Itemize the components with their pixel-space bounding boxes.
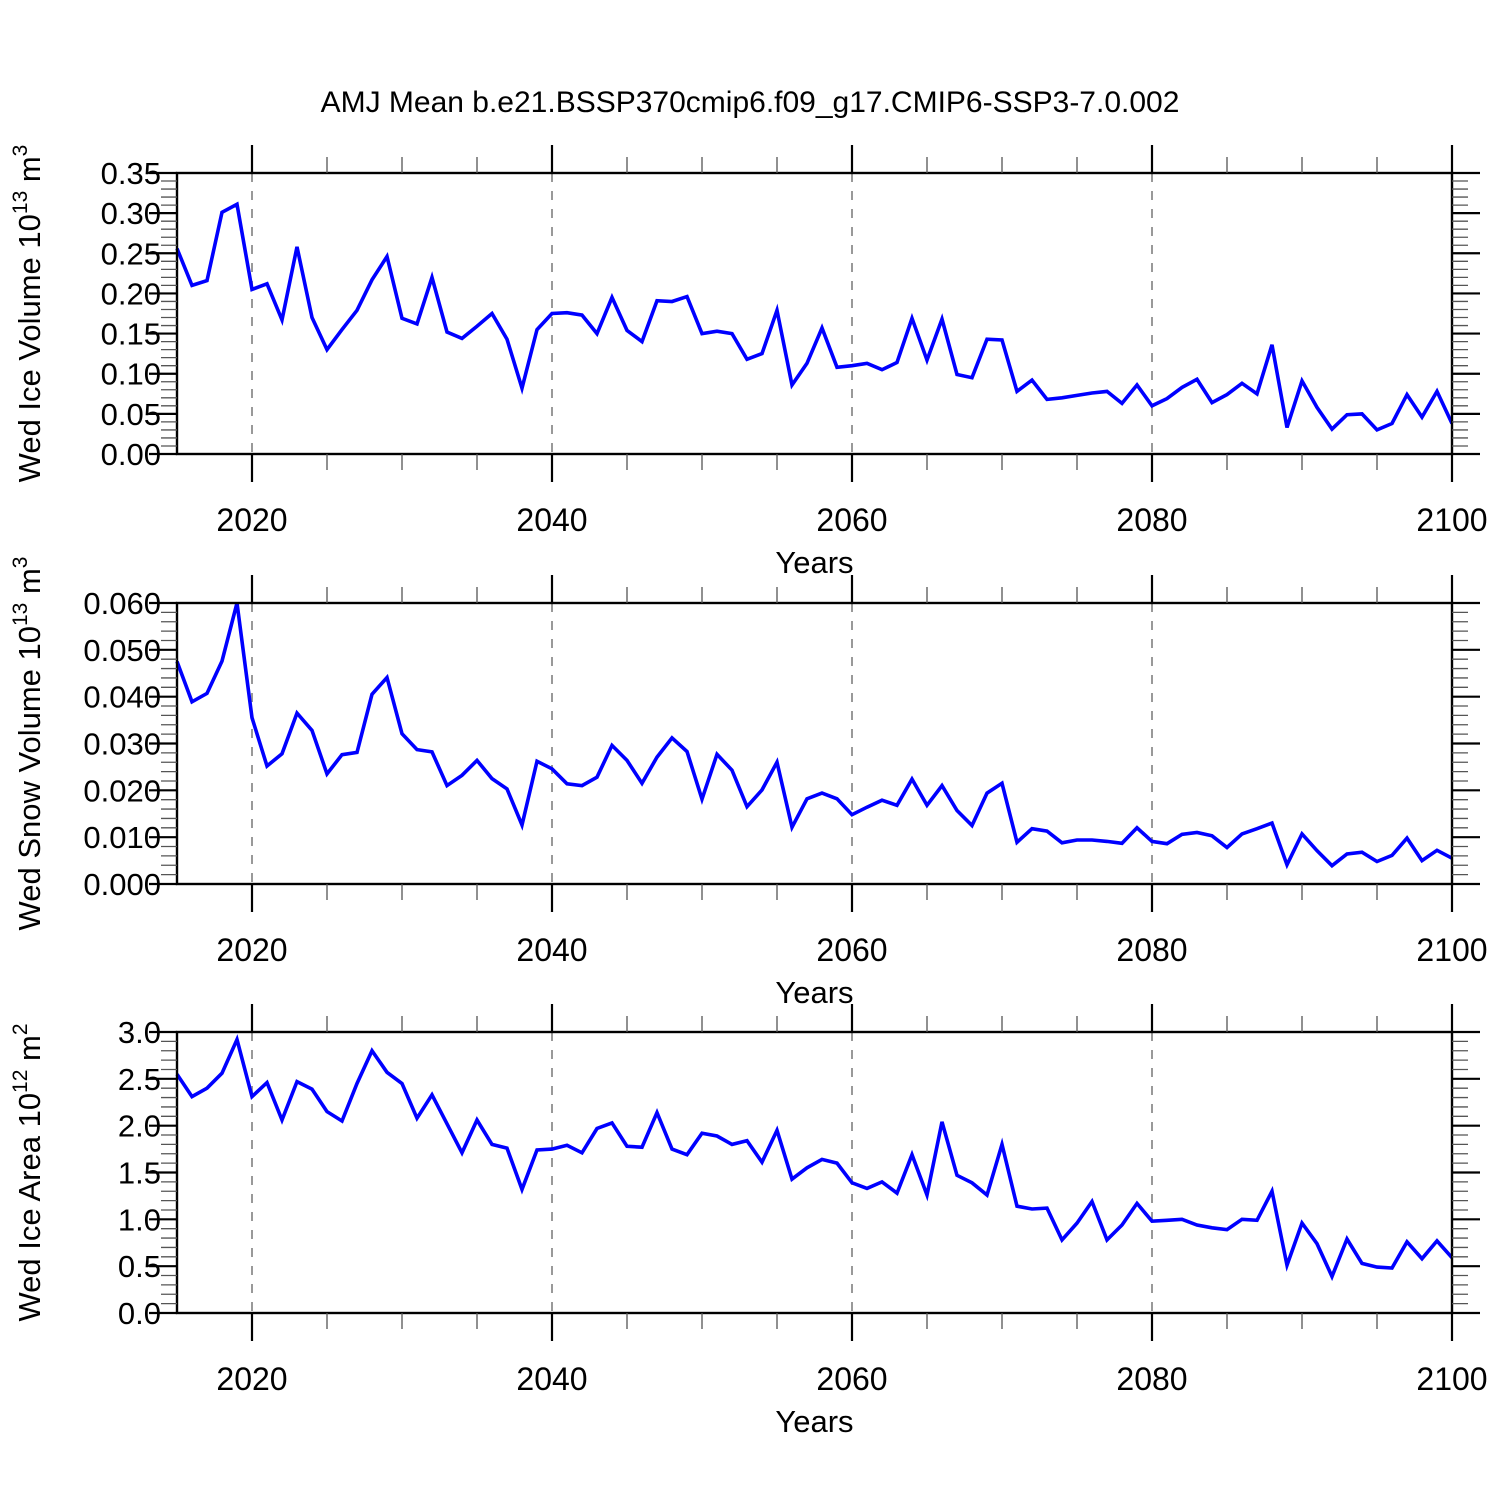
x-axis-title: Years [775, 545, 853, 580]
x-tick-label: 2040 [516, 502, 587, 538]
y-tick-label: 0.05 [101, 397, 161, 432]
y-axis-title: Wed Ice Volume 1013 m3 [9, 145, 47, 483]
y-tick-label: 0.35 [101, 156, 161, 191]
y-tick-label: 0.060 [83, 586, 161, 621]
panel-snow-volume: 2020 2040 2060 2080 2100 Years 0.000 0.010 0.020… [9, 557, 1488, 1010]
panel-ice-area: 2020 2040 2060 2080 2100 Years 0.0 0.5 1.0 1.5 2.0… [9, 1004, 1488, 1439]
x-tick-label: 2100 [1416, 1361, 1487, 1397]
chart-panels: 2020 2040 2060 2080 2100 Years 0.00 0.05 0.10 0.1… [9, 145, 1488, 1439]
y-tick-label: 0.050 [83, 633, 161, 668]
y-tick-label: 0.020 [83, 773, 161, 808]
x-tick-label: 2080 [1116, 1361, 1187, 1397]
major-ticks [149, 145, 1480, 482]
y-tick-label: 0.10 [101, 357, 161, 392]
x-tick-label: 2100 [1416, 502, 1487, 538]
y-tick-label: 1.5 [118, 1156, 161, 1191]
x-tick-label: 2020 [216, 502, 287, 538]
y-axis-title: Wed Ice Area 1012 m2 [9, 1023, 47, 1321]
minor-ticks [161, 157, 1468, 470]
y-tick-label: 2.5 [118, 1062, 161, 1097]
y-tick-label: 1.0 [118, 1202, 161, 1237]
x-tick-label: 2060 [816, 1361, 887, 1397]
y-tick-label: 0.30 [101, 196, 161, 231]
y-tick-label: 0.000 [83, 867, 161, 902]
x-tick-label: 2060 [816, 932, 887, 968]
y-tick-label: 0.030 [83, 727, 161, 762]
y-tick-label: 2.0 [118, 1109, 161, 1144]
y-tick-label: 0.5 [118, 1249, 161, 1284]
minor-ticks [161, 1016, 1468, 1329]
y-axis-title: Wed Snow Volume 1013 m3 [9, 557, 47, 931]
x-tick-label: 2100 [1416, 932, 1487, 968]
x-tick-label: 2080 [1116, 932, 1187, 968]
y-tick-label: 0.25 [101, 236, 161, 271]
y-tick-label: 0.00 [101, 437, 161, 472]
major-ticks [149, 1004, 1480, 1341]
panel-ice-volume: 2020 2040 2060 2080 2100 Years 0.00 0.05 0.10 0.1… [9, 145, 1488, 580]
y-tick-label: 0.15 [101, 317, 161, 352]
y-tick-label: 0.20 [101, 276, 161, 311]
chart-title: AMJ Mean b.e21.BSSP370cmip6.f09_g17.CMIP… [321, 86, 1180, 119]
ice-area-data-line [175, 1034, 1454, 1282]
y-tick-label: 0.040 [83, 680, 161, 715]
minor-ticks [161, 587, 1468, 900]
y-tick-label: 0.0 [118, 1296, 161, 1331]
x-tick-label: 2040 [516, 932, 587, 968]
x-tick-label: 2060 [816, 502, 887, 538]
x-tick-label: 2080 [1116, 502, 1187, 538]
x-axis-title: Years [775, 975, 853, 1010]
x-tick-label: 2040 [516, 1361, 587, 1397]
snow-volume-data-line [175, 602, 1453, 870]
y-tick-label: 0.010 [83, 820, 161, 855]
major-ticks [149, 575, 1480, 912]
ice-volume-data-line [175, 201, 1454, 433]
axes-box [175, 171, 1454, 456]
x-tick-label: 2020 [216, 1361, 287, 1397]
x-axis-title: Years [775, 1404, 853, 1439]
y-tick-label: 3.0 [118, 1015, 161, 1050]
x-tick-label: 2020 [216, 932, 287, 968]
